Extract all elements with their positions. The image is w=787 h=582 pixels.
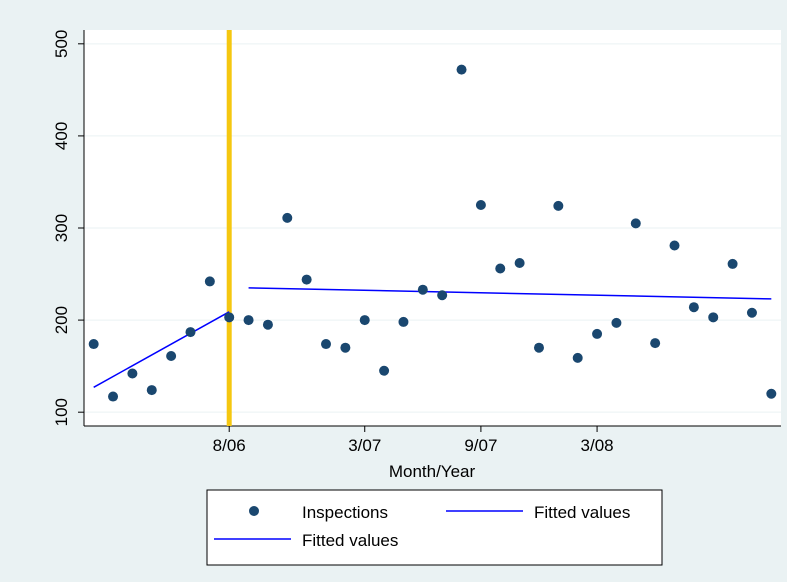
data-point: [88, 339, 99, 350]
data-point: [630, 218, 641, 229]
x-tick-label: 8/06: [213, 436, 246, 455]
data-point: [688, 302, 699, 313]
data-point: [185, 327, 196, 338]
data-point: [224, 312, 235, 323]
x-tick-label: 9/07: [464, 436, 497, 455]
legend-label-inspections: Inspections: [302, 503, 388, 522]
y-tick-label: 400: [52, 122, 71, 150]
data-point: [108, 391, 119, 402]
data-point: [321, 339, 332, 350]
data-point: [495, 263, 506, 274]
x-tick-label: 3/08: [581, 436, 614, 455]
data-point: [127, 368, 138, 379]
grid: [84, 43, 781, 413]
data-point: [262, 319, 273, 330]
data-point: [592, 328, 603, 339]
fitted-line-1: [93, 311, 230, 388]
y-tick-label: 100: [52, 398, 71, 426]
data-point: [243, 315, 254, 326]
legend-label-fitted-values-1: Fitted values: [534, 503, 630, 522]
data-point: [514, 257, 525, 268]
x-axis-title: Month/Year: [389, 462, 476, 481]
legend-label-fitted-values-2: Fitted values: [302, 531, 398, 550]
data-point: [379, 365, 390, 376]
data-point: [301, 274, 312, 285]
data-point: [282, 212, 293, 223]
y-axis-ticks: 100 200 300 400 500: [52, 30, 84, 426]
data-point: [417, 284, 428, 295]
data-point: [437, 290, 448, 301]
data-point: [650, 338, 661, 349]
data-point: [746, 307, 757, 318]
chart-marks: [88, 30, 777, 426]
data-point: [204, 276, 215, 287]
y-tick-label: 500: [52, 30, 71, 58]
fitted-line-2: [248, 287, 772, 300]
legend-marker-inspections: [249, 506, 259, 516]
data-point: [553, 200, 564, 211]
data-point: [359, 315, 370, 326]
y-tick-label: 300: [52, 214, 71, 242]
data-point: [398, 316, 409, 327]
data-point: [611, 317, 622, 328]
data-point: [572, 352, 583, 363]
data-point: [456, 64, 467, 75]
data-point: [340, 342, 351, 353]
legend: Inspections Fitted values Fitted values: [206, 489, 663, 566]
data-point: [166, 351, 177, 362]
data-point: [475, 199, 486, 210]
data-point: [766, 388, 777, 399]
data-point: [669, 240, 680, 251]
y-tick-label: 200: [52, 306, 71, 334]
data-point: [708, 312, 719, 323]
data-point: [533, 342, 544, 353]
x-axis-ticks: 8/06 3/07 9/07 3/08: [213, 426, 614, 455]
legend-box: [206, 489, 663, 566]
x-tick-label: 3/07: [348, 436, 381, 455]
data-point: [727, 258, 738, 269]
data-point: [146, 385, 157, 396]
